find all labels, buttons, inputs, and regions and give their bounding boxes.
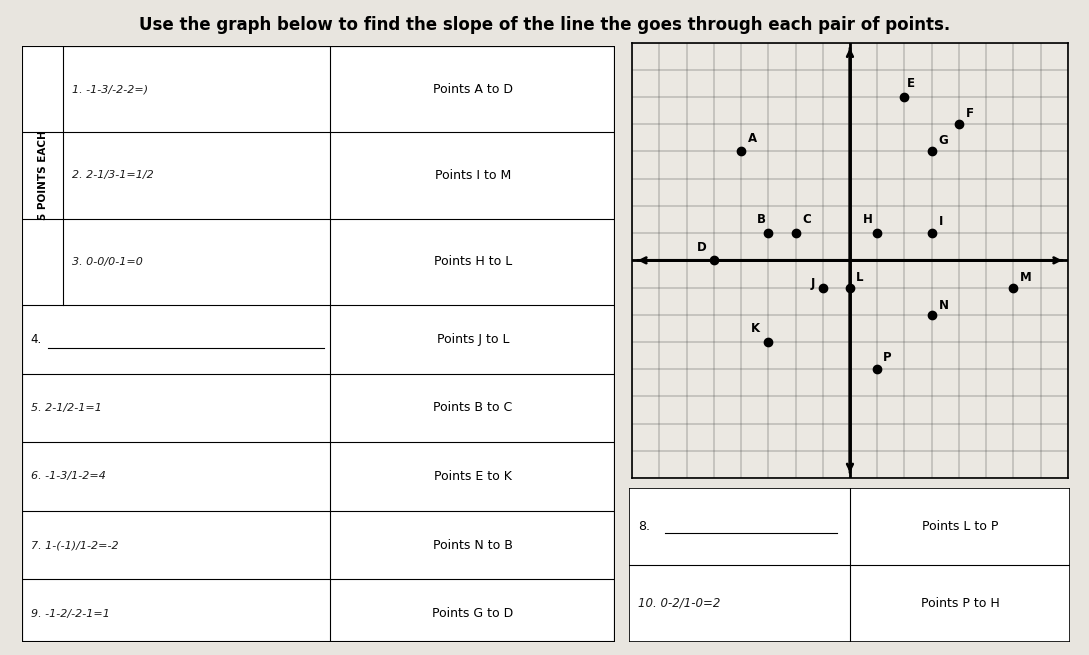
- Text: C: C: [803, 214, 811, 227]
- Text: 9. -1-2/-2-1=1: 9. -1-2/-2-1=1: [30, 608, 110, 618]
- Text: 2. 2-1/3-1=1/2: 2. 2-1/3-1=1/2: [72, 170, 154, 181]
- Text: Points B to C: Points B to C: [433, 402, 513, 415]
- Text: 5. 2-1/2-1=1: 5. 2-1/2-1=1: [30, 403, 101, 413]
- Text: Points H to L: Points H to L: [433, 255, 512, 269]
- Text: 8.: 8.: [638, 520, 650, 533]
- Text: 3. 0-0/0-1=0: 3. 0-0/0-1=0: [72, 257, 143, 267]
- Text: F: F: [966, 107, 974, 120]
- Text: G: G: [939, 134, 949, 147]
- Text: 7. 1-(-1)/1-2=-2: 7. 1-(-1)/1-2=-2: [30, 540, 119, 550]
- Text: 6. -1-3/1-2=4: 6. -1-3/1-2=4: [30, 472, 106, 481]
- Text: E: E: [907, 77, 915, 90]
- Text: 4.: 4.: [30, 333, 42, 346]
- Text: 5 POINTS EACH: 5 POINTS EACH: [37, 130, 48, 220]
- Text: Points G to D: Points G to D: [432, 607, 514, 620]
- Text: D: D: [697, 240, 707, 253]
- Text: K: K: [751, 322, 760, 335]
- Text: H: H: [864, 214, 873, 227]
- Text: Points A to D: Points A to D: [432, 83, 513, 96]
- Text: 10. 0-2/1-0=2: 10. 0-2/1-0=2: [638, 597, 721, 610]
- Text: Points P to H: Points P to H: [921, 597, 1000, 610]
- Text: L: L: [855, 271, 862, 284]
- Text: Points N to B: Points N to B: [433, 538, 513, 552]
- Text: Use the graph below to find the slope of the line the goes through each pair of : Use the graph below to find the slope of…: [139, 16, 950, 34]
- Text: J: J: [810, 277, 815, 290]
- Text: N: N: [939, 299, 949, 312]
- Bar: [22, 46, 63, 305]
- Text: 1. -1-3/-2-2=): 1. -1-3/-2-2=): [72, 84, 148, 94]
- Text: M: M: [1020, 271, 1032, 284]
- Text: Points I to M: Points I to M: [435, 169, 511, 182]
- Text: A: A: [748, 132, 757, 145]
- Text: P: P: [882, 351, 891, 364]
- Text: Points L to P: Points L to P: [922, 520, 999, 533]
- Text: Points J to L: Points J to L: [437, 333, 509, 346]
- Text: I: I: [939, 215, 943, 228]
- Text: B: B: [757, 214, 766, 227]
- Text: Points E to K: Points E to K: [433, 470, 512, 483]
